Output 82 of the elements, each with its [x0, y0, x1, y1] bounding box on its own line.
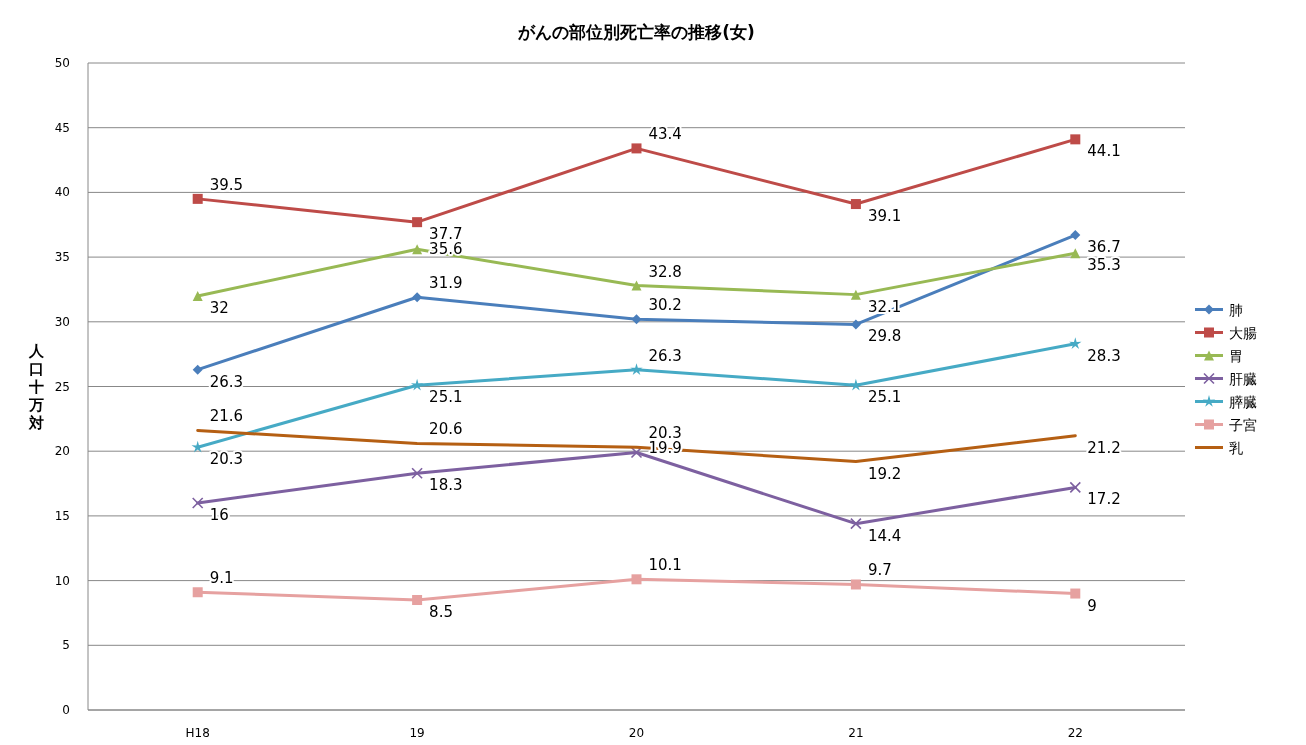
data-label: 10.1 [648, 556, 682, 575]
y-tick-label: 15 [54, 508, 70, 523]
legend-label: 子宮 [1229, 416, 1257, 433]
data-label: 14.4 [867, 526, 902, 545]
y-tick-label: 20 [54, 444, 70, 459]
point [410, 378, 424, 391]
point [192, 587, 203, 598]
x-tick-label: 22 [1067, 726, 1083, 740]
point [850, 517, 862, 530]
data-label: 19.2 [867, 464, 902, 483]
data-label: 30.2 [648, 296, 682, 315]
point [192, 193, 203, 204]
data-label: 25.1 [867, 388, 902, 407]
x-tick-label: 21 [848, 726, 864, 740]
x-tick-label: 20 [628, 726, 645, 740]
data-label: 21.6 [209, 407, 244, 426]
data-label: 44.1 [1087, 142, 1121, 161]
point [412, 244, 423, 255]
data-label: 32.8 [648, 262, 682, 281]
data-label: 39.5 [209, 175, 244, 194]
point [850, 579, 861, 590]
point [192, 290, 203, 301]
point [192, 364, 203, 375]
point [631, 280, 642, 291]
data-label: 9.1 [209, 569, 234, 588]
legend-label: 胃 [1229, 347, 1243, 364]
data-label: 26.3 [209, 372, 244, 391]
point [1069, 481, 1082, 494]
data-label: 39.1 [867, 207, 902, 226]
data-label: 16 [209, 505, 229, 524]
point [1070, 248, 1081, 259]
point [850, 199, 861, 210]
data-label: 35.3 [1087, 256, 1121, 275]
data-label: 9.7 [867, 561, 892, 580]
data-label: 8.5 [429, 603, 453, 622]
point [191, 497, 204, 509]
point [412, 595, 423, 606]
point [631, 143, 642, 154]
y-tick-label: 45 [54, 120, 70, 135]
data-label: 31.9 [429, 274, 463, 293]
data-label: 29.8 [867, 327, 902, 346]
data-label: 20.6 [429, 420, 463, 439]
legend-label: 乳 [1229, 439, 1243, 456]
data-label: 20.3 [209, 450, 244, 469]
x-tick-label: H18 [185, 726, 210, 740]
legend-label: 大腸 [1229, 324, 1257, 341]
y-tick-label: 0 [62, 703, 70, 717]
point [631, 574, 642, 585]
point [411, 467, 423, 479]
data-label: 32 [209, 298, 229, 317]
data-label: 9 [1087, 596, 1097, 615]
y-tick-label: 10 [54, 573, 70, 588]
y-tick-label: 30 [54, 314, 70, 329]
data-label: 17.2 [1087, 490, 1121, 509]
point [1070, 134, 1081, 145]
chart-title: がんの部位別死亡率の推移(女) [517, 22, 755, 42]
legend-label: 膵臓 [1229, 393, 1257, 410]
point [631, 314, 642, 325]
point [412, 217, 423, 228]
y-tick-label: 25 [54, 379, 70, 394]
point [1070, 230, 1081, 241]
point [412, 292, 423, 303]
data-label: 32.1 [867, 297, 902, 316]
y-tick-label: 40 [54, 185, 70, 200]
data-label: 43.4 [648, 125, 682, 144]
y-tick-label: 5 [62, 638, 70, 653]
y-tick-label: 35 [54, 250, 70, 265]
data-label: 21.2 [1087, 438, 1121, 457]
data-label: 25.1 [429, 388, 463, 407]
y-tick-label: 50 [54, 56, 70, 70]
legend-label: 肺 [1229, 301, 1243, 318]
data-label: 26.3 [648, 346, 682, 365]
data-label: 18.3 [429, 476, 463, 495]
legend-label: 肝臓 [1229, 370, 1257, 387]
data-label: 36.7 [1087, 238, 1121, 257]
data-label: 28.3 [1087, 346, 1121, 365]
point [1070, 588, 1081, 599]
point [850, 289, 861, 300]
x-tick-label: 19 [409, 726, 425, 740]
y-axis-title: 人口十万対 [27, 341, 45, 432]
point [630, 363, 643, 375]
point [1069, 337, 1082, 350]
